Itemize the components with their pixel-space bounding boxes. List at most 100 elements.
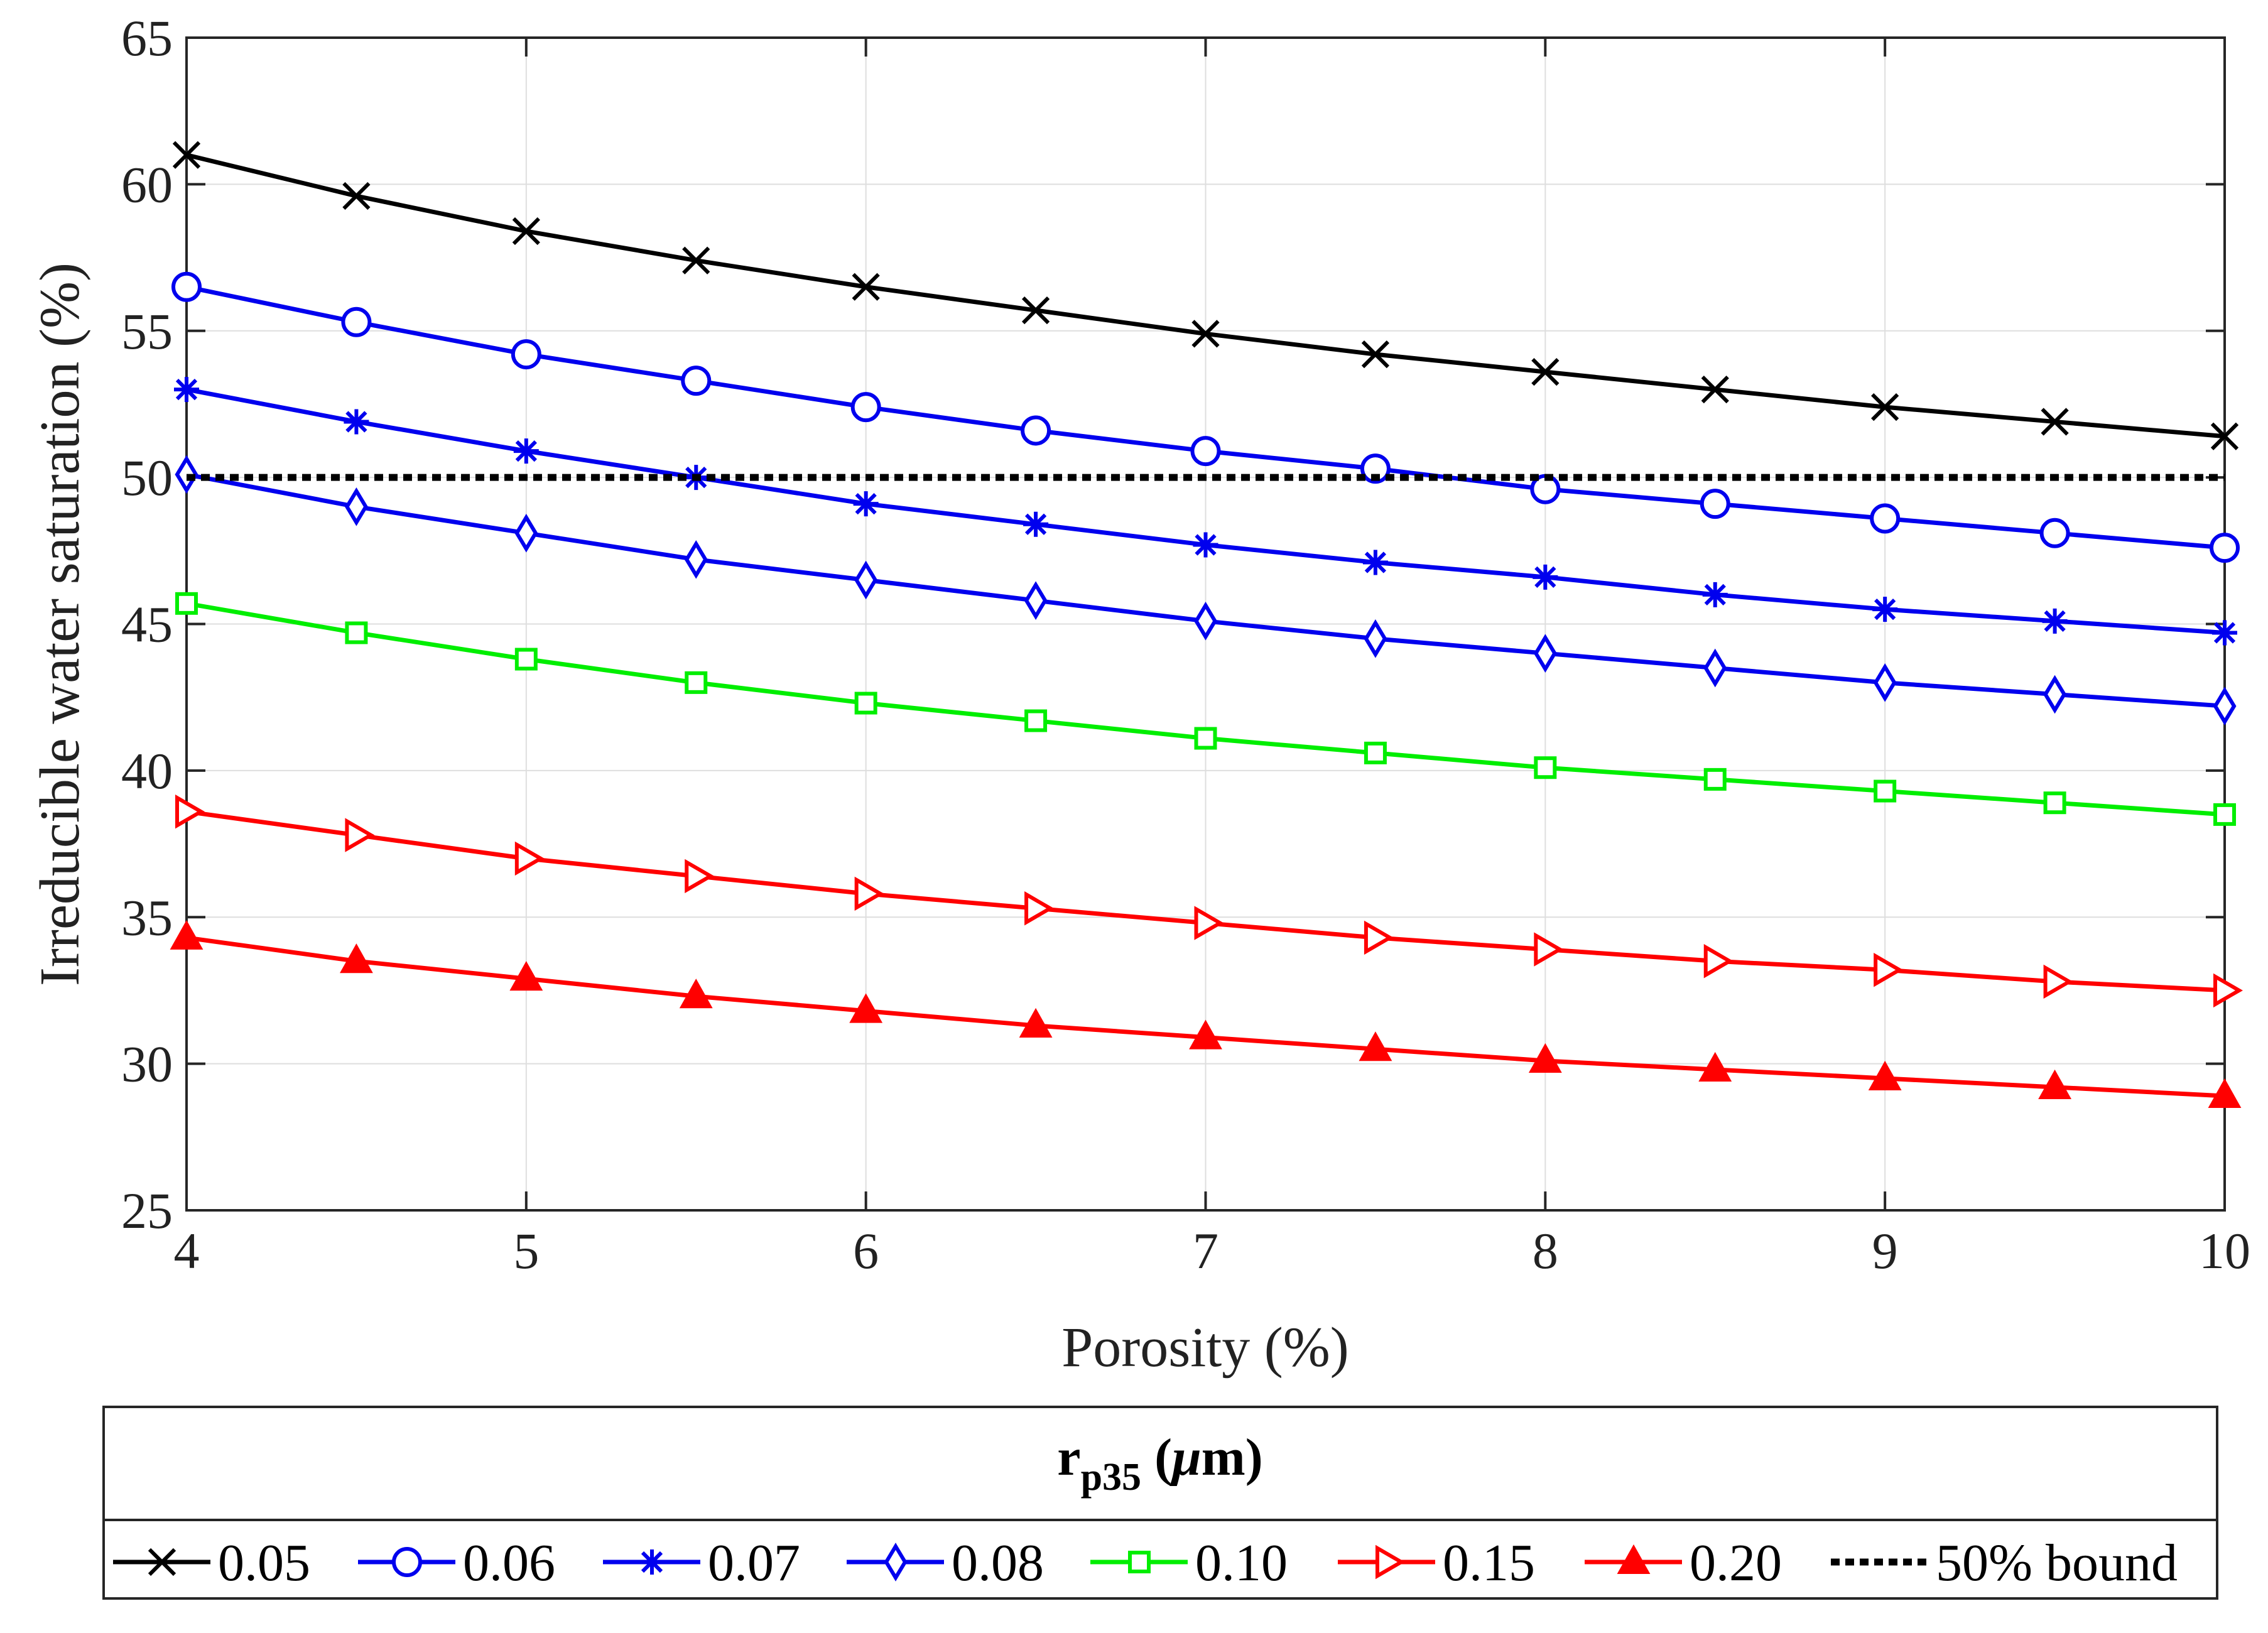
data-point [1874, 779, 1897, 803]
data-point [1873, 663, 1897, 702]
data-point [514, 841, 545, 876]
legend-label: 0.07 [708, 1534, 800, 1592]
data-point [852, 273, 880, 301]
data-point [1533, 634, 1557, 673]
data-point [1870, 503, 1901, 534]
data-point [850, 392, 881, 423]
legend-box [102, 1406, 2218, 1600]
data-point [1024, 891, 1055, 926]
x-axis-label: Porosity (%) [1061, 1316, 1348, 1379]
series-6 [170, 920, 2242, 1108]
data-point [2213, 973, 2243, 1008]
data-point [514, 513, 538, 553]
data-point [1617, 1544, 1651, 1574]
data-point [1871, 393, 1899, 421]
legend-title-unit: ( [1141, 1428, 1172, 1487]
data-point [1194, 602, 1217, 641]
data-point [854, 560, 878, 600]
y-tick-label: 40 [121, 742, 173, 800]
data-point [1703, 944, 1734, 979]
legend-title-sub: p35 [1081, 1456, 1141, 1499]
legend-entries: 0.05 0.06 0.07 0.08 0.10 0.15 0.20 50% bound [113, 1534, 2178, 1592]
data-point [175, 592, 198, 615]
data-point [854, 876, 884, 911]
data-point [853, 491, 879, 517]
data-point [2213, 686, 2237, 726]
data-point [1531, 357, 1560, 386]
data-point [2208, 1078, 2242, 1108]
data-point [1359, 1031, 1392, 1061]
y-axis-label: Irreducible water saturation (%) [29, 263, 91, 986]
data-point [1703, 768, 1727, 791]
data-point [2041, 408, 2069, 436]
data-point [1024, 581, 1048, 620]
data-point [884, 1543, 908, 1581]
legend-entry-1: 0.06 [358, 1534, 555, 1592]
legend-label: 0.06 [463, 1534, 555, 1592]
legend-entry-5: 0.15 [1338, 1534, 1535, 1592]
data-point [170, 920, 203, 950]
data-point [345, 621, 368, 644]
series-3 [175, 455, 2237, 726]
data-point [1533, 564, 1558, 590]
data-point [2213, 803, 2236, 826]
y-tick-label: 65 [121, 9, 173, 67]
data-point [1023, 511, 1049, 537]
data-point [2043, 964, 2073, 999]
data-point [511, 339, 541, 370]
y-tick-label: 50 [121, 449, 173, 506]
data-point [1702, 582, 1728, 607]
data-point [1534, 932, 1564, 967]
data-point [1021, 415, 1051, 446]
legend-entry-6: 0.20 [1585, 1534, 1782, 1592]
x-tick-label: 9 [1872, 1222, 1898, 1279]
data-point [175, 795, 205, 829]
data-point [174, 377, 199, 403]
data-point [1701, 375, 1729, 404]
data-point [1361, 340, 1390, 369]
legend-label: 0.15 [1443, 1534, 1535, 1592]
data-point [2042, 608, 2068, 634]
legend-title: rp35 (μm) [1057, 1428, 1262, 1499]
data-point [849, 993, 883, 1023]
series-0 [172, 141, 2239, 450]
series [170, 141, 2243, 1108]
data-point [685, 671, 708, 694]
x-tick-label: 7 [1193, 1222, 1218, 1279]
data-point [2212, 620, 2237, 646]
legend-label: 0.05 [218, 1534, 310, 1592]
data-point [2210, 533, 2240, 563]
legend-label: 0.20 [1690, 1534, 1782, 1592]
series-1 [171, 271, 2240, 563]
data-point [345, 818, 375, 852]
data-point [684, 540, 708, 579]
data-point [1362, 550, 1388, 575]
y-tick-label: 25 [121, 1182, 173, 1239]
data-point [1364, 741, 1387, 764]
data-point [512, 217, 540, 246]
data-point [392, 1547, 422, 1577]
data-point [1024, 709, 1048, 732]
y-tick-label: 60 [121, 156, 173, 213]
legend-entry-4: 0.10 [1090, 1534, 1288, 1592]
legend-entry-7: 50% bound [1831, 1534, 2178, 1592]
series-5 [175, 795, 2243, 1008]
series-4 [175, 592, 2236, 826]
data-point [682, 246, 710, 274]
x-tick-label: 6 [853, 1222, 879, 1279]
data-point [679, 979, 713, 1009]
x-tick-label: 4 [174, 1222, 200, 1279]
data-point [854, 692, 877, 715]
y-tick-label: 30 [121, 1036, 173, 1093]
legend-title-mu: μ [1169, 1428, 1202, 1487]
data-point [2038, 1069, 2071, 1099]
data-point [514, 648, 538, 671]
data-point [1364, 920, 1394, 955]
data-point [1868, 1060, 1902, 1090]
data-point [340, 943, 373, 974]
legend-entry-0: 0.05 [113, 1534, 310, 1592]
data-point [1194, 727, 1217, 750]
data-point [1534, 756, 1557, 779]
